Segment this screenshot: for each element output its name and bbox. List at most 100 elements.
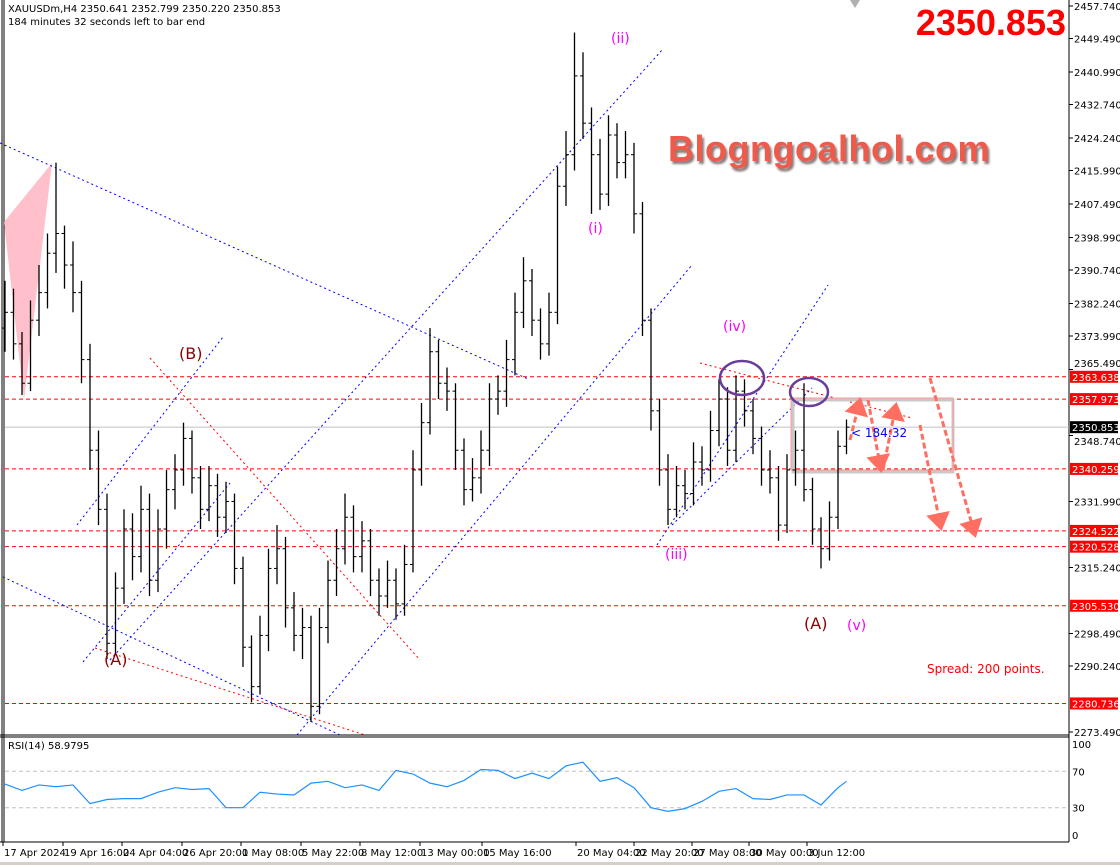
ohlc-bar <box>452 383 459 470</box>
level-tag <box>1070 540 1118 553</box>
ohlc-bar <box>741 379 748 427</box>
spread-text: Spread: 200 points. <box>927 662 1045 676</box>
wave-label-iv: (iv) <box>723 319 747 335</box>
ohlc-bar <box>291 592 297 652</box>
ohlc-bar <box>2 280 8 352</box>
ohlc-bar <box>104 493 110 660</box>
ohlc-bar <box>614 123 620 179</box>
ohlc-bar <box>716 379 722 447</box>
ohlc-bar <box>333 529 340 597</box>
ohlc-bar <box>809 477 816 545</box>
ohlc-bar <box>36 265 42 336</box>
ohlc-bar <box>724 387 731 466</box>
price-tick-label: 2373.990 <box>1074 332 1120 343</box>
ohlc-bar <box>427 328 433 435</box>
level-tag <box>1070 697 1118 710</box>
wave-label-A-left: (A) <box>104 650 128 669</box>
ohlc-bar <box>784 454 790 533</box>
ohlc-bar <box>129 513 136 581</box>
ohlc-bar <box>27 300 34 392</box>
forecast-arrow <box>844 397 869 441</box>
time-tick-label: 27 May 08:00 <box>693 848 762 859</box>
time-tick-label: 15 May 16:00 <box>483 848 552 859</box>
ohlc-bar <box>486 383 493 466</box>
symbol-ohlc-header: XAUUSDm,H4 2350.641 2352.799 2350.220 23… <box>8 4 281 15</box>
price-tick-label: 2449.490 <box>1074 35 1120 46</box>
ohlc-bar <box>605 115 612 206</box>
wave-label-ii: (ii) <box>611 31 630 47</box>
time-tick-label: 17 Apr 2024 <box>4 848 66 859</box>
ohlc-bar <box>44 233 51 309</box>
price-tick-label: 2398.990 <box>1074 233 1120 244</box>
ohlc-bar <box>622 131 629 179</box>
time-tick-label: 1 May 08:00 <box>242 848 304 859</box>
ohlc-bar <box>461 438 467 506</box>
ohlc-bar <box>656 399 663 486</box>
ohlc-bar <box>648 308 654 431</box>
ohlc-bar <box>707 410 714 482</box>
channel-line <box>296 264 693 736</box>
wave-label-iii: (iii) <box>665 547 688 563</box>
ohlc-bar <box>393 568 399 620</box>
rsi-line <box>4 761 847 812</box>
ohlc-bar <box>248 635 255 703</box>
ohlc-bar <box>537 308 544 360</box>
ohlc-bar <box>767 450 773 494</box>
price-tick-label: 2390.740 <box>1074 266 1120 277</box>
price-tick-label: 2440.990 <box>1074 68 1120 79</box>
level-tag <box>1070 599 1118 612</box>
forecast-arrow <box>881 402 905 471</box>
ohlc-bar <box>367 529 374 597</box>
channel-line <box>2 576 341 736</box>
triangle-shape <box>4 163 52 400</box>
price-tick-label: 2382.240 <box>1074 299 1120 310</box>
ohlc-bar <box>240 556 246 667</box>
highlight-ellipse <box>788 376 830 408</box>
shift-marker-icon <box>850 0 860 8</box>
ohlc-bar <box>495 375 501 415</box>
ohlc-bar <box>282 536 289 628</box>
ohlc-bar <box>699 446 705 486</box>
rsi-label: RSI(14) 58.9795 <box>8 741 90 752</box>
ohlc-bar <box>588 107 595 214</box>
price-tick-label: 2298.490 <box>1074 629 1120 640</box>
price-tick-label: 2348.740 <box>1074 437 1120 448</box>
time-tick-label: 24 Apr 04:00 <box>123 848 188 859</box>
wave-label-B: (B) <box>179 344 203 363</box>
ohlc-bar <box>19 332 25 396</box>
ohlc-bar <box>350 505 357 573</box>
time-tick-label: 13 May 00:00 <box>421 848 490 859</box>
big-bid-price: 2350.853 <box>915 2 1066 43</box>
ohlc-bar <box>308 615 314 723</box>
ohlc-bar <box>138 485 144 573</box>
ohlc-bar <box>163 469 170 549</box>
ohlc-bar <box>520 257 527 329</box>
ohlc-bar <box>563 131 569 206</box>
ohlc-bar <box>61 225 68 289</box>
ohlc-bar <box>478 430 484 494</box>
ohlc-bar <box>631 142 637 234</box>
ohlc-bar <box>410 450 416 573</box>
ohlc-bar <box>180 422 187 486</box>
ohlc-bar <box>546 292 552 356</box>
ohlc-bar <box>214 473 221 537</box>
time-tick-label: 5 May 22:00 <box>302 848 364 859</box>
time-tick-label: 22 May 20:00 <box>635 848 704 859</box>
ohlc-bar <box>673 465 680 518</box>
ohlc-bar <box>690 442 697 506</box>
ohlc-bar <box>231 493 238 585</box>
ohlc-bar <box>265 548 272 652</box>
ohlc-bar <box>529 268 535 336</box>
ohlc-bar <box>597 138 603 210</box>
channel-line <box>82 482 231 663</box>
price-tick-label: 2432.740 <box>1074 101 1120 112</box>
wave-label-v: (v) <box>847 618 867 634</box>
rsi-tick-label: 30 <box>1072 804 1085 815</box>
ohlc-bar <box>571 32 578 171</box>
trend-line <box>699 362 913 419</box>
ohlc-bar <box>818 517 824 569</box>
level-tag-label: 2340.259 <box>1072 465 1120 476</box>
ohlc-bar <box>325 560 331 644</box>
ohlc-bar <box>750 399 756 455</box>
